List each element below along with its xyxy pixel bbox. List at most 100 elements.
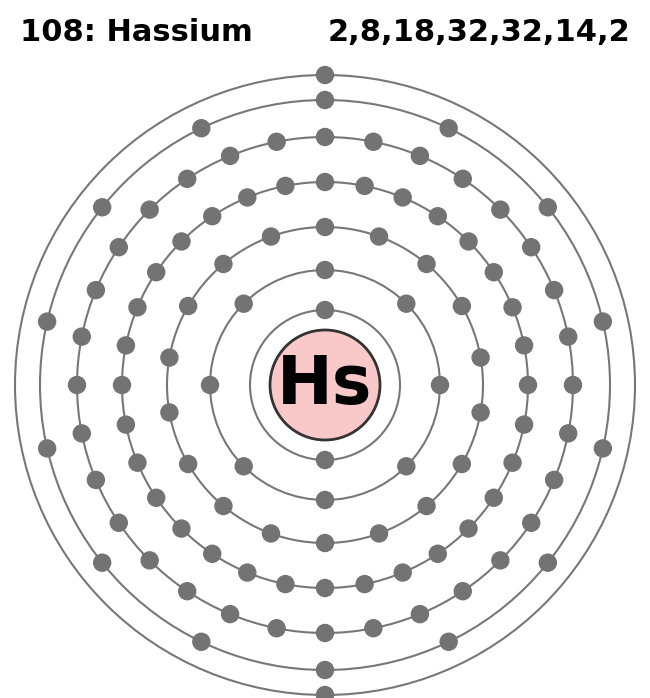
Circle shape bbox=[173, 233, 190, 250]
Circle shape bbox=[38, 440, 56, 457]
Circle shape bbox=[118, 416, 135, 433]
Circle shape bbox=[398, 295, 415, 312]
Circle shape bbox=[203, 208, 221, 225]
Circle shape bbox=[317, 302, 333, 318]
Circle shape bbox=[222, 147, 239, 164]
Circle shape bbox=[523, 239, 540, 255]
Circle shape bbox=[87, 471, 105, 489]
Circle shape bbox=[179, 170, 196, 187]
Circle shape bbox=[440, 633, 457, 651]
Circle shape bbox=[540, 554, 556, 571]
Text: 2,8,18,32,32,14,2: 2,8,18,32,32,14,2 bbox=[327, 18, 630, 47]
Circle shape bbox=[173, 520, 190, 537]
Circle shape bbox=[460, 233, 477, 250]
Circle shape bbox=[356, 576, 373, 593]
Circle shape bbox=[317, 174, 333, 191]
Circle shape bbox=[203, 545, 221, 563]
Circle shape bbox=[73, 425, 90, 442]
Circle shape bbox=[545, 471, 563, 489]
Circle shape bbox=[235, 295, 252, 312]
Circle shape bbox=[118, 337, 135, 354]
Circle shape bbox=[460, 520, 477, 537]
Circle shape bbox=[68, 376, 86, 394]
Circle shape bbox=[270, 330, 380, 440]
Circle shape bbox=[317, 535, 333, 551]
Circle shape bbox=[193, 120, 210, 137]
Circle shape bbox=[317, 218, 333, 235]
Circle shape bbox=[235, 458, 252, 475]
Circle shape bbox=[411, 147, 428, 164]
Circle shape bbox=[317, 262, 333, 279]
Circle shape bbox=[486, 489, 502, 506]
Circle shape bbox=[515, 416, 532, 433]
Circle shape bbox=[94, 554, 111, 571]
Circle shape bbox=[148, 264, 164, 281]
Circle shape bbox=[564, 376, 582, 394]
Circle shape bbox=[94, 199, 111, 216]
Circle shape bbox=[519, 376, 536, 394]
Circle shape bbox=[111, 514, 127, 531]
Circle shape bbox=[440, 120, 457, 137]
Circle shape bbox=[202, 376, 218, 394]
Circle shape bbox=[141, 552, 158, 569]
Circle shape bbox=[370, 525, 387, 542]
Circle shape bbox=[215, 255, 232, 272]
Circle shape bbox=[148, 489, 164, 506]
Text: Hs: Hs bbox=[278, 352, 372, 418]
Circle shape bbox=[545, 281, 563, 299]
Circle shape bbox=[111, 239, 127, 255]
Circle shape bbox=[492, 201, 509, 218]
Circle shape bbox=[317, 662, 333, 678]
Circle shape bbox=[179, 297, 197, 315]
Circle shape bbox=[365, 620, 382, 637]
Circle shape bbox=[486, 264, 502, 281]
Circle shape bbox=[87, 281, 105, 299]
Circle shape bbox=[317, 491, 333, 509]
Circle shape bbox=[453, 297, 471, 315]
Circle shape bbox=[141, 201, 158, 218]
Circle shape bbox=[365, 133, 382, 150]
Circle shape bbox=[394, 564, 411, 581]
Circle shape bbox=[193, 633, 210, 651]
Text: 108: Hassium: 108: Hassium bbox=[20, 18, 253, 47]
Circle shape bbox=[114, 376, 131, 394]
Circle shape bbox=[356, 177, 373, 195]
Circle shape bbox=[472, 349, 489, 366]
Circle shape bbox=[239, 564, 256, 581]
Circle shape bbox=[560, 425, 577, 442]
Circle shape bbox=[418, 255, 435, 272]
Circle shape bbox=[398, 458, 415, 475]
Circle shape bbox=[317, 128, 333, 145]
Circle shape bbox=[179, 583, 196, 600]
Circle shape bbox=[317, 66, 333, 84]
Circle shape bbox=[129, 299, 146, 315]
Circle shape bbox=[394, 189, 411, 206]
Circle shape bbox=[504, 299, 521, 315]
Circle shape bbox=[215, 498, 232, 514]
Circle shape bbox=[429, 545, 447, 563]
Circle shape bbox=[317, 91, 333, 108]
Circle shape bbox=[161, 349, 178, 366]
Circle shape bbox=[161, 404, 178, 421]
Circle shape bbox=[515, 337, 532, 354]
Circle shape bbox=[453, 456, 471, 473]
Circle shape bbox=[432, 376, 448, 394]
Circle shape bbox=[504, 454, 521, 471]
Circle shape bbox=[454, 170, 471, 187]
Circle shape bbox=[454, 583, 471, 600]
Circle shape bbox=[540, 199, 556, 216]
Circle shape bbox=[523, 514, 540, 531]
Circle shape bbox=[317, 579, 333, 597]
Circle shape bbox=[594, 440, 612, 457]
Circle shape bbox=[277, 177, 294, 195]
Circle shape bbox=[268, 133, 285, 150]
Circle shape bbox=[472, 404, 489, 421]
Circle shape bbox=[73, 328, 90, 345]
Circle shape bbox=[560, 328, 577, 345]
Circle shape bbox=[179, 456, 197, 473]
Circle shape bbox=[129, 454, 146, 471]
Circle shape bbox=[492, 552, 509, 569]
Circle shape bbox=[429, 208, 447, 225]
Circle shape bbox=[370, 228, 387, 245]
Circle shape bbox=[317, 625, 333, 641]
